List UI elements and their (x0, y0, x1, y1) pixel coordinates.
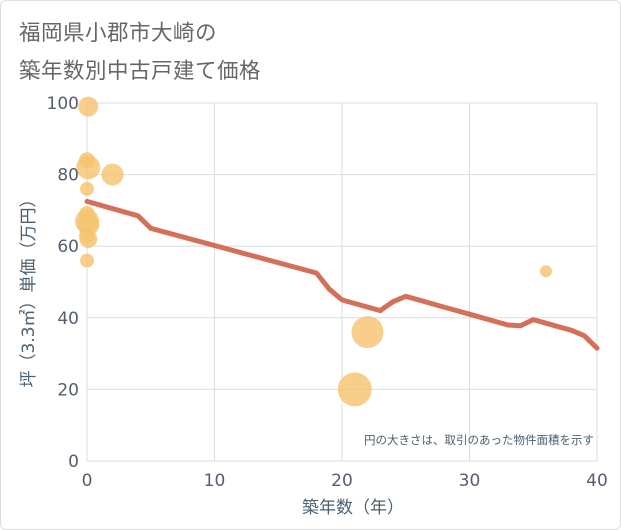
size-annotation: 円の大きさは、取引のあった物件面積を示す (364, 433, 594, 447)
chart-title-line-2: 築年数別中古戸建て価格 (19, 59, 262, 84)
x-axis-label: 築年数（年） (302, 498, 404, 518)
x-tick-label: 30 (459, 471, 481, 491)
x-tick-label: 10 (204, 471, 226, 491)
data-point-bubble (78, 96, 99, 117)
data-point-bubble (76, 155, 101, 180)
grid-layer (86, 102, 598, 462)
bubble-layer (75, 96, 552, 407)
chart-title: 福岡県小郡市大崎の 築年数別中古戸建て価格 (19, 15, 261, 91)
data-point-bubble (540, 265, 552, 278)
data-point-bubble (351, 316, 384, 349)
y-tick-label: 80 (57, 166, 79, 186)
y-axis-label: 坪（3.3㎡）単価（万円） (19, 190, 39, 387)
x-tick-label: 0 (82, 471, 93, 491)
y-tick-label: 100 (47, 94, 79, 114)
data-point-bubble (101, 163, 124, 186)
y-tick-label: 20 (57, 380, 79, 400)
data-point-bubble (80, 181, 94, 196)
x-tick-label: 40 (586, 471, 608, 491)
data-point-bubble (79, 230, 98, 249)
trend-line (84, 198, 600, 351)
data-point-bubble (80, 253, 94, 268)
tick-label-layer: 0 10 20 30 40 0 20 40 60 80 100 (47, 94, 608, 491)
y-tick-label: 40 (57, 309, 79, 329)
trend-line-layer (84, 198, 600, 351)
y-tick-label: 0 (68, 452, 79, 472)
chart-title-line-1: 福岡県小郡市大崎の (19, 21, 218, 46)
data-point-bubble (337, 372, 372, 407)
x-tick-label: 20 (331, 471, 353, 491)
y-tick-label: 60 (57, 237, 79, 257)
